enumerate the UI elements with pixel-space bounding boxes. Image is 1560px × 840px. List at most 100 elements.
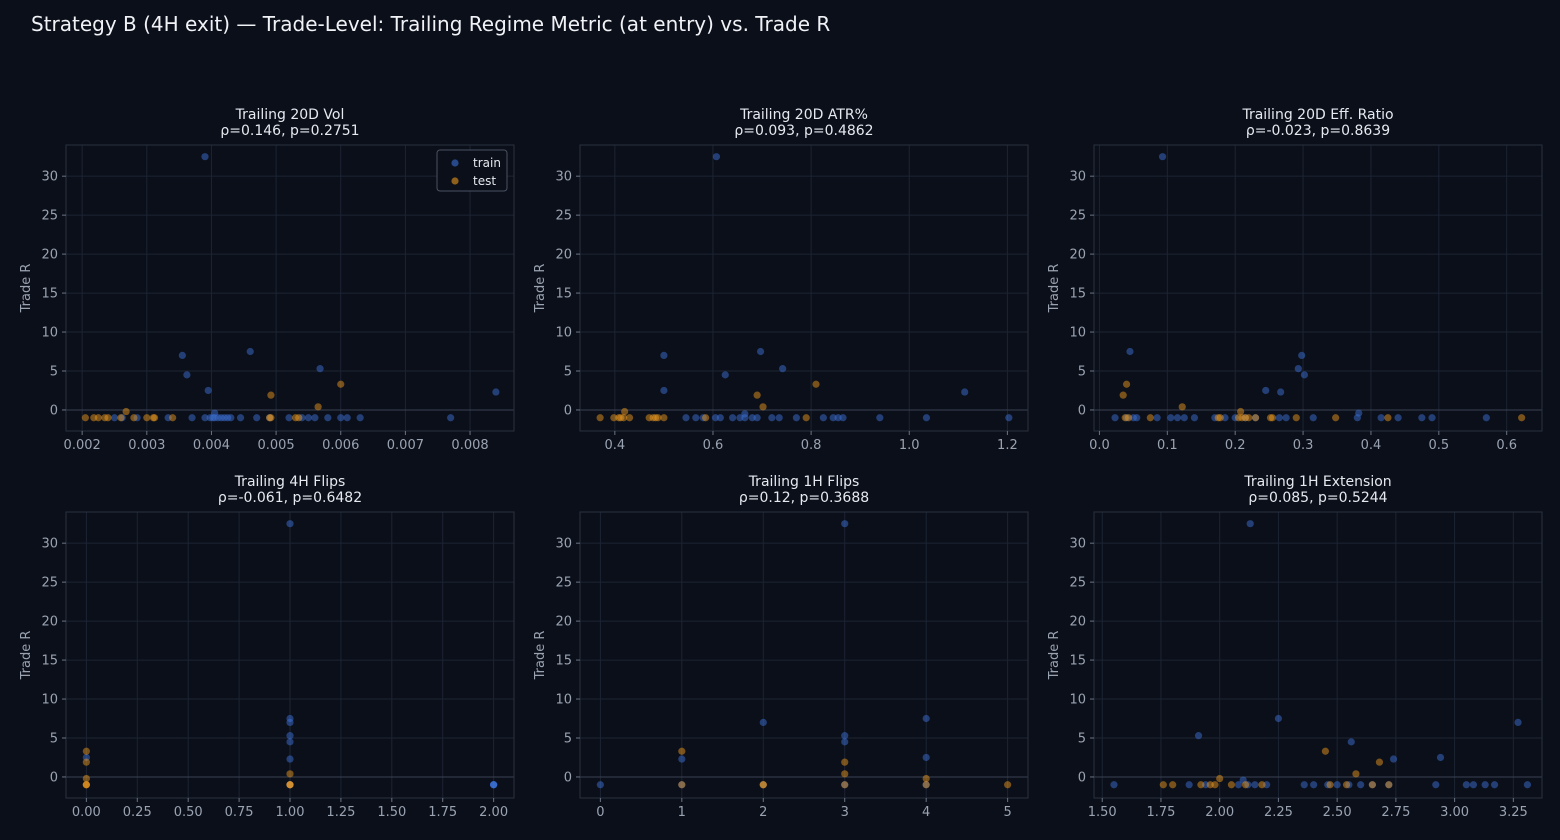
subplot-stats: ρ=0.093, p=0.4862: [734, 123, 873, 139]
data-point-train: [1005, 414, 1013, 422]
data-point-test: [654, 414, 662, 422]
data-point-test: [596, 414, 604, 422]
y-tick-label: 25: [555, 209, 572, 224]
y-tick-label: 30: [555, 170, 572, 185]
data-point-test: [759, 781, 767, 789]
data-point-train: [286, 520, 294, 528]
x-tick-label: 3.00: [1440, 805, 1469, 820]
plot-frame: [579, 511, 1029, 799]
data-point-train: [1275, 414, 1283, 422]
data-point-test: [94, 414, 102, 422]
series-test: [1119, 380, 1526, 422]
x-tick-label: 1.2: [997, 438, 1018, 453]
y-tick-label: 25: [1069, 576, 1086, 591]
data-point-train: [1432, 781, 1440, 789]
data-point-train: [1523, 781, 1532, 789]
data-point-test: [1268, 414, 1277, 422]
data-point-train: [1298, 351, 1306, 360]
x-tick-label: 0.6: [703, 438, 724, 453]
x-tick-label: 0.1: [1157, 438, 1178, 453]
data-point-train: [775, 414, 783, 422]
data-point-train: [1194, 732, 1203, 740]
data-point-train: [1394, 414, 1402, 422]
data-point-train: [1185, 781, 1193, 789]
x-tick-label: 4: [922, 805, 930, 820]
data-point-train: [1357, 781, 1365, 789]
y-tick-label: 20: [41, 248, 58, 263]
x-tick-label: 0.005: [257, 438, 294, 453]
data-point-train: [1482, 414, 1490, 422]
x-tick-label: 3.25: [1499, 805, 1528, 820]
y-tick-label: 30: [555, 537, 572, 552]
data-point-train: [678, 755, 686, 763]
plot-area: [580, 145, 1028, 431]
y-tick-label: 0: [50, 770, 58, 785]
data-point-test: [1122, 380, 1131, 388]
y-axis-label: Trade R: [1047, 631, 1062, 681]
data-point-test: [1146, 414, 1154, 422]
y-tick-label: 5: [50, 731, 58, 746]
x-tick-label: 2.25: [1264, 805, 1293, 820]
x-tick-label: 2.50: [1323, 805, 1352, 820]
y-tick-label: 0: [1078, 403, 1086, 418]
data-point-train: [1294, 365, 1302, 373]
data-point-test: [660, 414, 668, 422]
x-tick-label: 0.3: [1293, 438, 1314, 453]
data-point-train: [1153, 414, 1161, 422]
x-tick-label: 0.004: [193, 438, 230, 453]
data-point-train: [922, 414, 931, 422]
y-tick-label: 20: [555, 248, 572, 263]
data-point-train: [324, 414, 332, 422]
y-tick-label: 25: [41, 209, 58, 224]
data-point-train: [841, 738, 849, 746]
data-point-train: [490, 781, 498, 789]
data-point-test: [337, 380, 345, 388]
series-test: [82, 747, 294, 789]
x-tick-label: 0.75: [225, 805, 254, 820]
data-point-test: [678, 747, 686, 755]
data-point-test: [621, 407, 629, 416]
data-point-test: [812, 380, 820, 388]
plot-frame: [1093, 144, 1543, 432]
data-point-test: [286, 770, 294, 778]
data-point-test: [1125, 414, 1133, 422]
data-point-test: [286, 781, 294, 789]
data-point-train: [188, 414, 196, 422]
data-point-train: [596, 781, 604, 789]
data-point-train: [1180, 414, 1188, 422]
data-point-test: [1227, 781, 1236, 789]
data-point-train: [1418, 414, 1426, 422]
data-point-train: [721, 371, 729, 379]
data-point-test: [267, 414, 275, 422]
y-tick-label: 5: [1078, 731, 1086, 746]
data-point-train: [211, 409, 219, 417]
data-point-train: [1126, 347, 1134, 356]
y-tick-label: 10: [1069, 693, 1086, 708]
data-point-test: [802, 414, 810, 422]
data-point-train: [110, 414, 119, 422]
y-axis-label: Trade R: [19, 631, 34, 681]
y-axis-label: Trade R: [533, 631, 548, 681]
data-point-test: [1004, 781, 1012, 789]
data-point-train: [178, 351, 186, 360]
y-tick-label: 15: [555, 287, 572, 302]
series-test: [81, 380, 345, 422]
y-axis-label: Trade R: [19, 264, 34, 314]
data-point-train: [1389, 755, 1398, 763]
data-point-train: [1462, 781, 1470, 789]
y-tick-label: 25: [555, 576, 572, 591]
data-point-train: [712, 153, 721, 161]
data-point-train: [1347, 738, 1355, 746]
data-point-train: [1309, 414, 1317, 422]
x-tick-label: 1: [678, 805, 686, 820]
data-point-test: [1169, 781, 1177, 789]
data-point-test: [625, 414, 634, 422]
subplot-1: 0.002 0.003 0.004 0.005 0.006 0.007 0.008 0 5 10 1…: [19, 107, 515, 453]
data-point-train: [286, 732, 294, 740]
data-point-train: [741, 410, 749, 418]
data-point-test: [267, 391, 275, 399]
series-test: [596, 380, 820, 422]
data-point-train: [922, 714, 930, 723]
